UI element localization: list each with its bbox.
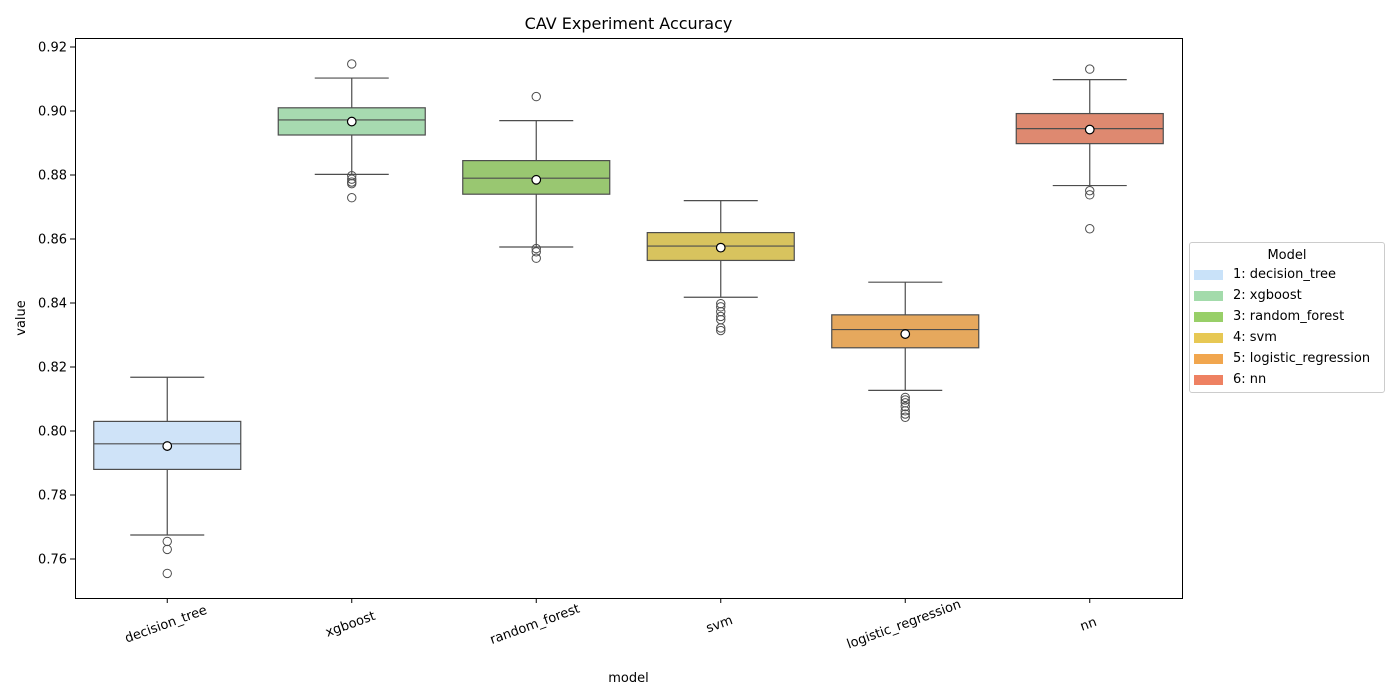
legend-label: 6: nn [1233, 372, 1267, 387]
outlier-point [900, 401, 910, 412]
legend: Model 1: decision_tree 2: xgboost 3: ran… [1189, 242, 1385, 393]
outlier-point [900, 395, 910, 405]
outlier-point [900, 412, 910, 422]
outlier-point [531, 91, 541, 102]
outlier-point [716, 302, 726, 312]
outlier-point [531, 243, 541, 254]
mean-marker [1084, 124, 1095, 135]
plot-area-frame [75, 38, 1183, 599]
mean-marker [162, 441, 173, 451]
outlier-point [162, 536, 172, 547]
y-tick-label: 0.76 [38, 553, 67, 568]
mean-marker [900, 329, 911, 339]
outlier-point [1085, 190, 1095, 200]
y-tick-label: 0.82 [38, 361, 67, 376]
y-tick-label: 0.84 [38, 297, 67, 312]
legend-label: 3: random_forest [1233, 309, 1345, 324]
legend-label: 4: svm [1233, 330, 1277, 345]
y-axis: 0.76 0.78 0.80 0.82 0.84 0.86 0.88 0.90 0.92 [38, 41, 75, 568]
x-tick-label: random_forest [488, 602, 582, 648]
outlier-point [716, 311, 726, 322]
y-tick-label: 0.88 [38, 169, 67, 184]
box-logistic-regression [831, 281, 980, 422]
y-tick-label: 0.78 [38, 489, 67, 504]
outlier-point [1085, 224, 1095, 234]
legend-item: 6: nn [1190, 369, 1384, 390]
chart-title: CAV Experiment Accuracy [525, 14, 733, 33]
box-nn [1015, 64, 1164, 234]
outlier-point [162, 568, 172, 579]
legend-item: 1: decision_tree [1190, 264, 1384, 285]
mean-marker [346, 116, 357, 127]
legend-swatch [1194, 353, 1223, 364]
outlier-point [900, 406, 910, 416]
x-axis-label: model [608, 671, 648, 686]
legend-item: 4: svm [1190, 327, 1384, 348]
outlier-point [347, 193, 357, 203]
outlier-point [900, 409, 910, 419]
legend-label: 2: xgboost [1233, 288, 1302, 303]
x-tick-label: decision_tree [123, 603, 209, 647]
outlier-point [347, 59, 357, 69]
mean-marker [531, 174, 542, 185]
y-tick-label: 0.86 [38, 233, 67, 248]
legend-swatch [1194, 311, 1223, 322]
y-tick-label: 0.80 [38, 425, 67, 440]
x-tick-label: nn [1078, 615, 1099, 635]
box-svm [646, 200, 795, 336]
legend-swatch [1194, 332, 1223, 343]
outlier-point [531, 253, 541, 263]
legend-label: 5: logistic_regression [1233, 351, 1371, 366]
box-series [93, 59, 1164, 579]
x-axis: decision_tree xgboost random_forest svm logi… [123, 597, 1099, 652]
legend-title: Model [1267, 248, 1307, 263]
x-tick-label: svm [704, 613, 735, 636]
legend-item: 2: xgboost [1190, 285, 1384, 306]
outlier-point [716, 306, 726, 317]
legend-swatch [1194, 374, 1223, 385]
outlier-point [716, 323, 726, 333]
legend-swatch [1194, 269, 1223, 280]
outlier-point [347, 178, 357, 189]
y-axis-label: value [14, 300, 29, 336]
outlier-point [1085, 185, 1095, 196]
outlier-point [162, 544, 172, 555]
outlier-point [1085, 64, 1095, 74]
mean-marker [715, 242, 726, 253]
y-tick-label: 0.90 [38, 105, 67, 120]
legend-label: 1: decision_tree [1233, 267, 1337, 282]
legend-item: 3: random_forest [1190, 306, 1384, 327]
y-tick-label: 0.92 [38, 41, 67, 56]
outlier-point [531, 247, 541, 257]
legend-item: 5: logistic_regression [1190, 348, 1384, 369]
x-tick-label: logistic_regression [845, 597, 963, 652]
outlier-point [716, 325, 726, 336]
box-random-forest [462, 91, 611, 263]
box-decision-tree [93, 376, 242, 579]
box-xgboost [277, 59, 426, 203]
legend-swatch [1194, 290, 1223, 301]
outlier-point [347, 174, 357, 184]
outlier-point [900, 392, 910, 403]
x-tick-label: xgboost [324, 609, 378, 641]
